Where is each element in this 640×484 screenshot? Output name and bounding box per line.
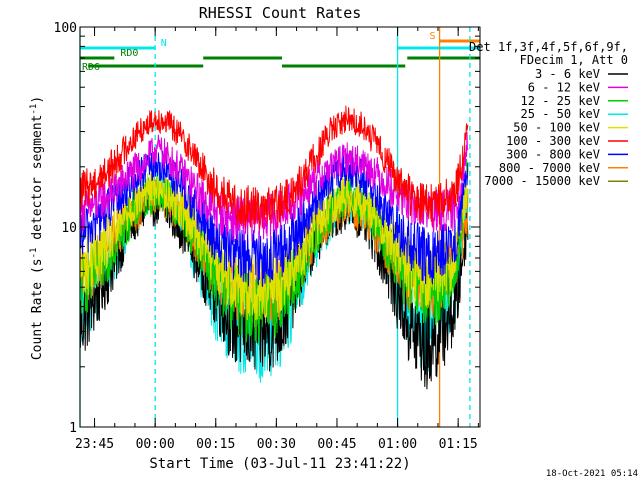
legend-label: 50 - 100 keV <box>513 121 600 135</box>
y-tick-label: 1 <box>69 421 77 436</box>
y-axis-label-main: Count Rate (s <box>30 258 45 360</box>
x-tick-label: 00:15 <box>196 437 235 452</box>
x-tick-label: 23:45 <box>75 437 114 452</box>
legend-label: 25 - 50 keV <box>521 107 600 121</box>
series-group <box>79 105 469 390</box>
x-tick-label: 00:30 <box>257 437 296 452</box>
legend-label: 100 - 300 keV <box>506 134 600 148</box>
attitude-flags: N S RD0 RD6 <box>80 31 480 73</box>
x-tick-label: 00:45 <box>317 437 356 452</box>
axes: 1 10 100 23:45 00:00 00:15 00:30 00:45 01:00 01:1… <box>54 21 480 452</box>
y-tick-label: 10 <box>61 221 77 236</box>
flag-label: RD6 <box>82 62 100 73</box>
x-tick-label: 00:00 <box>136 437 175 452</box>
legend: Det 1f,3f,4f,5f,6f,9f, FDecim 1, Att 0 3… <box>469 40 628 188</box>
series-line <box>79 148 469 287</box>
flag-label: S <box>429 31 435 42</box>
x-axis-label: Start Time (03-Jul-11 23:41:22) <box>149 456 410 472</box>
flag-label: N <box>161 38 167 49</box>
series-line <box>79 166 469 321</box>
y-axis-label: Count Rate (s-1 detector segment-1) <box>29 96 45 360</box>
x-tick-label: 01:00 <box>378 437 417 452</box>
legend-label: 3 - 6 keV <box>535 67 600 81</box>
legend-label: 6 - 12 keV <box>528 80 600 94</box>
y-tick-label: 100 <box>54 21 77 36</box>
legend-label: 800 - 7000 keV <box>499 161 600 175</box>
chart-title: RHESSI Count Rates <box>199 4 362 22</box>
legend-label: 300 - 800 keV <box>506 147 600 161</box>
legend-header-line-2: FDecim 1, Att 0 <box>520 53 628 67</box>
flag-label: RD0 <box>120 48 138 59</box>
x-tick-label: 01:15 <box>439 437 478 452</box>
y-axis-label-sup2: -1 <box>29 104 39 115</box>
y-axis-label-sup1: -1 <box>29 248 39 259</box>
legend-header-line-1: Det 1f,3f,4f,5f,6f,9f, <box>469 40 628 54</box>
y-axis-label-mid: detector segment <box>30 115 45 248</box>
y-axis-label-end: ) <box>30 96 45 104</box>
series-line <box>79 105 469 230</box>
footer-timestamp: 18-Oct-2021 05:14 <box>546 469 638 479</box>
legend-label: 12 - 25 keV <box>521 94 600 108</box>
legend-label: 7000 - 15000 keV <box>484 174 600 188</box>
